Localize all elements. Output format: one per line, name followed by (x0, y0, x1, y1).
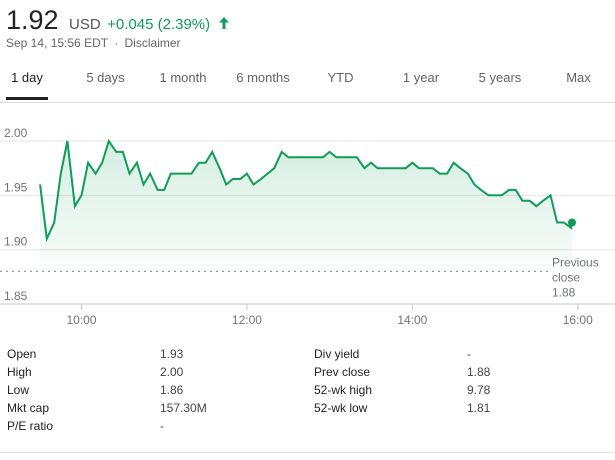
price-chart[interactable]: 2.00 1.95 1.90 1.85 10:00 12:00 14:00 16:00 Pre… (0, 110, 615, 330)
chart-axis-ticks: 2.00 1.95 1.90 1.85 10:00 12:00 14:00 16:00 (4, 126, 593, 327)
x-tick-label: 10:00 (66, 313, 96, 327)
up-arrow-icon (218, 17, 229, 29)
x-tick-label: 16:00 (563, 313, 593, 327)
price-change: +0.045 (2.39%) (107, 16, 211, 33)
stat-value: 157.30M (160, 401, 207, 415)
stat-label: 52-wk high (314, 383, 373, 397)
y-tick-label: 1.85 (4, 289, 28, 303)
stat-value: 1.81 (467, 401, 491, 415)
stat-value: 9.78 (467, 383, 491, 397)
y-tick-label: 1.90 (4, 235, 28, 249)
x-tick-label: 14:00 (397, 313, 427, 327)
stat-value: 1.88 (467, 365, 491, 379)
last-price-dot (567, 218, 576, 227)
price-line (39, 138, 573, 243)
current-price: 1.92 (6, 5, 59, 35)
stat-value: - (160, 419, 164, 433)
tab-1-day[interactable]: 1 day (6, 60, 48, 100)
stat-label: Prev close (314, 365, 371, 379)
y-tick-label: 2.00 (4, 126, 28, 140)
stat-label: Mkt cap (7, 401, 50, 415)
stat-value: 1.86 (160, 383, 184, 397)
stat-label: Open (7, 347, 37, 361)
x-tick-label: 12:00 (232, 313, 262, 327)
stat-label: High (7, 365, 32, 379)
quote-timestamp: Sep 14, 15:56 EDT (6, 36, 108, 50)
y-tick-label: 1.95 (4, 180, 28, 194)
stat-value: 2.00 (160, 365, 184, 379)
tab-5-days[interactable]: 5 days (86, 70, 125, 85)
tab-1-month[interactable]: 1 month (159, 70, 207, 85)
stat-label: Div yield (314, 347, 360, 361)
price-area (40, 141, 573, 272)
tab-ytd[interactable]: YTD (327, 70, 354, 85)
stat-label: P/E ratio (7, 419, 54, 433)
stat-value: - (467, 347, 471, 361)
stat-label: Low (7, 383, 30, 397)
currency-code: USD (69, 16, 101, 33)
meta-separator: · (114, 36, 119, 50)
previous-close-value: 1.88 (552, 285, 576, 299)
stat-value: 1.93 (160, 347, 184, 361)
previous-close-label: Previous close (552, 255, 599, 284)
disclaimer-link[interactable]: Disclaimer (124, 36, 181, 50)
bottom-divider (0, 452, 615, 453)
quote-meta: Sep 14, 15:56 EDT · Disclaimer (6, 36, 181, 50)
quote-header: 1.92 USD +0.045 (2.39%) (6, 5, 230, 35)
range-tabs: 1 day 5 days 1 month 6 months YTD 1 year… (0, 60, 615, 103)
tab-max[interactable]: Max (566, 70, 591, 85)
stat-label: 52-wk low (314, 401, 368, 415)
tab-5-years[interactable]: 5 years (478, 70, 522, 85)
tab-6-months[interactable]: 6 months (236, 70, 290, 85)
tab-1-year[interactable]: 1 year (402, 70, 440, 85)
